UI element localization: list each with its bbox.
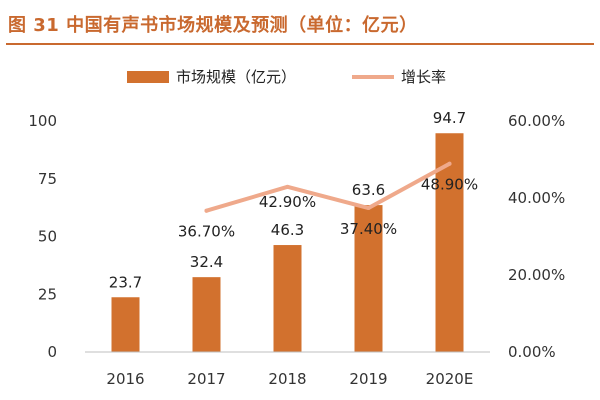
x-tick-label: 2018 xyxy=(268,370,306,388)
x-tick-label: 2017 xyxy=(187,370,225,388)
y2-tick-label: 20.00% xyxy=(508,266,565,284)
legend-label-bar: 市场规模（亿元） xyxy=(176,68,296,86)
growth-point-2019 xyxy=(366,206,371,211)
y-tick-label: 75 xyxy=(38,170,57,188)
y2-tick-label: 60.00% xyxy=(508,112,565,130)
y-tick-label: 100 xyxy=(28,112,57,130)
y2-tick-label: 40.00% xyxy=(508,189,565,207)
growth-rate-line xyxy=(204,161,452,213)
bar-value-label: 63.6 xyxy=(352,181,385,199)
x-tick-label: 2016 xyxy=(106,370,144,388)
legend-label-line: 增长率 xyxy=(401,68,446,86)
chart-header: 图 31 中国有声书市场规模及预测（单位：亿元） xyxy=(0,0,600,46)
x-tick-label: 2019 xyxy=(349,370,387,388)
y-tick-label: 25 xyxy=(38,285,57,303)
x-tick-label: 2020E xyxy=(426,370,474,388)
legend-swatch-bar xyxy=(127,71,169,83)
growth-point-2018 xyxy=(285,184,290,189)
bar-2019 xyxy=(354,205,383,352)
growth-value-label: 48.90% xyxy=(421,176,478,194)
bar-2017 xyxy=(192,277,221,352)
bar-2016 xyxy=(111,297,140,352)
bar-2018 xyxy=(273,245,302,352)
chart-title: 图 31 中国有声书市场规模及预测（单位：亿元） xyxy=(8,15,418,36)
growth-value-label: 36.70% xyxy=(178,223,235,241)
title-underline xyxy=(6,43,594,45)
bar-value-label: 46.3 xyxy=(271,221,304,239)
y2-tick-label: 0.00% xyxy=(508,343,556,361)
growth-point-2017 xyxy=(204,208,209,213)
bar-value-label: 23.7 xyxy=(109,273,142,291)
bar-2020E xyxy=(435,133,464,352)
growth-value-label: 42.90% xyxy=(259,193,316,211)
growth-point-2020E xyxy=(447,161,452,166)
bar-value-label: 32.4 xyxy=(190,253,223,271)
y-tick-label: 50 xyxy=(38,228,57,246)
y-tick-label: 0 xyxy=(47,343,57,361)
growth-value-label: 37.40% xyxy=(340,220,397,238)
bar-value-label: 94.7 xyxy=(433,109,466,127)
